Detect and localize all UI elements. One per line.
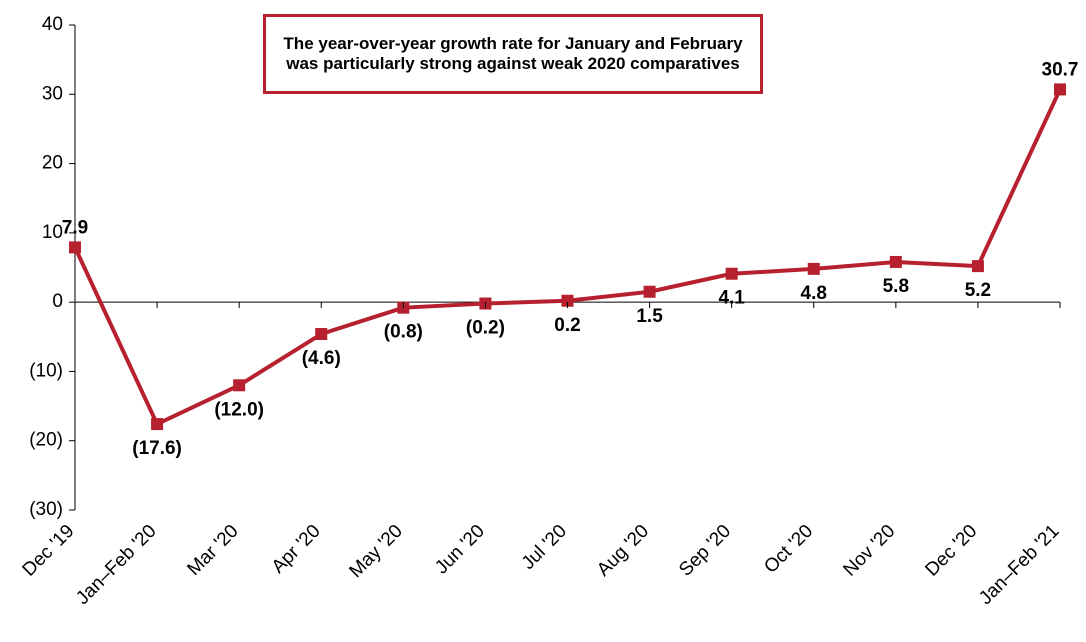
y-tick-label: (20) <box>29 430 63 451</box>
data-marker <box>70 242 81 253</box>
data-label: (17.6) <box>132 438 182 459</box>
x-tick-label: Sep '20 <box>675 521 735 581</box>
data-marker <box>890 256 901 267</box>
data-marker <box>152 419 163 430</box>
data-label: 7.9 <box>62 217 88 238</box>
x-tick-label: Dec '19 <box>19 521 79 581</box>
growth-rate-line-chart: (30) (20) (10) 0 10 20 30 40 Dec '19Jan–Feb '20 M… <box>0 0 1086 642</box>
y-tick-label: 40 <box>42 14 63 35</box>
data-marker <box>1055 84 1066 95</box>
y-tick-label: (10) <box>29 360 63 381</box>
data-label: (4.6) <box>302 348 341 369</box>
data-series-line <box>75 89 1060 424</box>
y-tick-label: 30 <box>42 83 63 104</box>
x-tick-label: Jan–Feb '20 <box>72 521 160 609</box>
x-tick-label: Jan–Feb '21 <box>975 521 1063 609</box>
data-marker <box>234 380 245 391</box>
data-marker <box>808 263 819 274</box>
y-tick-label: 10 <box>42 222 63 243</box>
data-label: (12.0) <box>214 399 264 420</box>
chart-annotation-text: The year-over-year growth rate for Janua… <box>282 34 744 74</box>
x-tick-label: Oct '20 <box>760 521 817 578</box>
data-marker <box>972 261 983 272</box>
data-label: 5.8 <box>883 276 909 297</box>
data-label: 1.5 <box>636 306 663 327</box>
x-tick-label: Apr '20 <box>268 521 325 578</box>
y-tick-label: (30) <box>29 499 63 520</box>
data-label: 5.2 <box>965 280 991 301</box>
data-marker <box>316 329 327 340</box>
data-label: 30.7 <box>1042 59 1079 80</box>
x-tick-label: Nov '20 <box>839 521 899 581</box>
y-tick-label: 0 <box>52 291 63 312</box>
data-label: (0.2) <box>466 318 505 339</box>
x-tick-label: Aug '20 <box>593 521 653 581</box>
data-marker <box>644 286 655 297</box>
x-tick-label: Dec '20 <box>921 521 981 581</box>
data-label: 4.1 <box>718 288 745 309</box>
data-marker <box>726 268 737 279</box>
y-tick-label: 20 <box>42 153 63 174</box>
x-tick-label: Mar '20 <box>183 521 242 580</box>
chart-svg: (30) (20) (10) 0 10 20 30 40 Dec '19Jan–Feb '20 M… <box>0 0 1086 642</box>
data-label: 4.8 <box>801 283 827 304</box>
x-tick-label: May '20 <box>345 521 406 582</box>
chart-annotation-box: The year-over-year growth rate for Janua… <box>263 14 763 94</box>
x-tick-label: Jul '20 <box>518 521 571 574</box>
x-tick-label: Jun '20 <box>431 521 489 579</box>
data-label: 0.2 <box>554 315 580 336</box>
data-label: (0.8) <box>384 322 423 343</box>
